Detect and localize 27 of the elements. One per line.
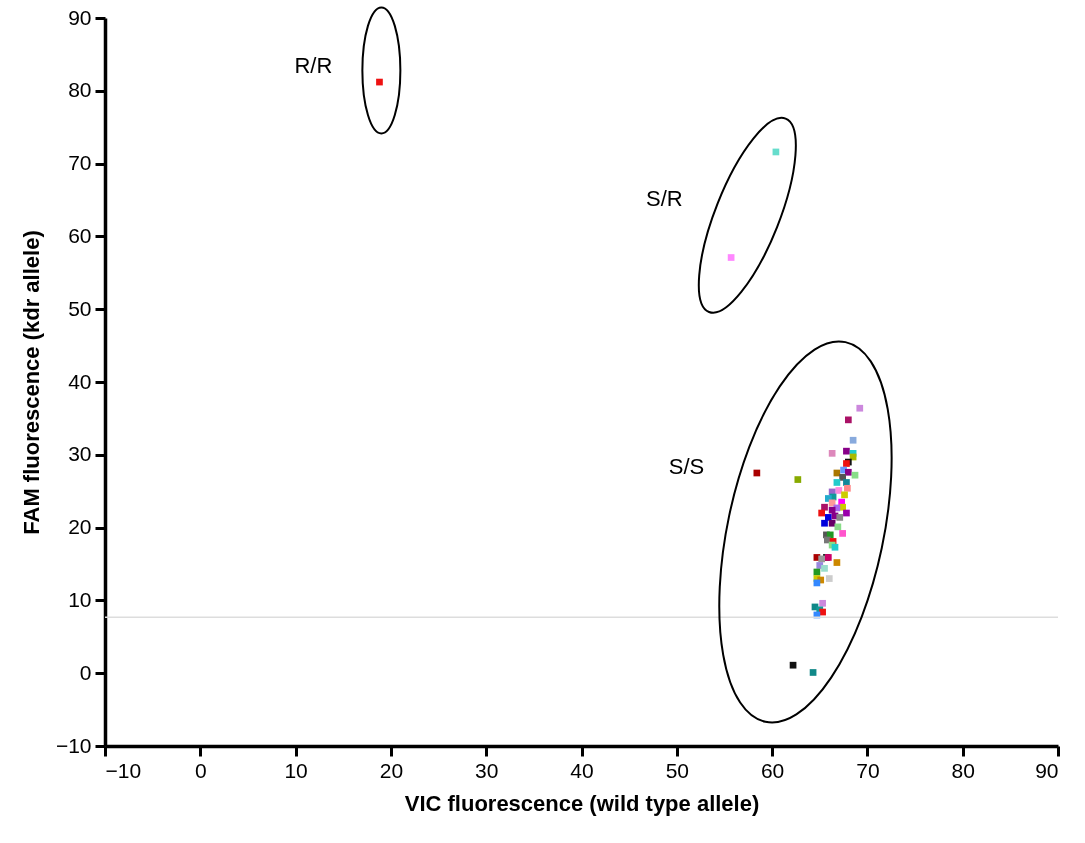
y-axis-title: FAM fluorescence (kdr allele) [18,230,44,535]
y-tick-label: 20 [68,515,92,539]
y-tick-label: 50 [68,296,92,320]
y-tick-label: 70 [68,151,92,175]
x-tick-label: 50 [665,758,689,782]
y-tick-label: 60 [68,223,92,247]
x-tick-label: 90 [1035,758,1059,782]
y-tick-label: 90 [68,5,92,29]
x-tick-label: 20 [379,758,404,782]
annotation: S/S [668,453,705,479]
y-tick-label: 0 [79,660,92,684]
x-tick-label: 80 [951,758,975,782]
annotation: S/R [645,186,683,212]
annotation: R/R [294,53,333,79]
y-tick-label: 80 [68,78,92,102]
x-tick-label: 70 [856,758,880,782]
x-tick-label: 40 [570,758,594,782]
y-tick-label: 30 [68,442,92,466]
x-axis-title: VIC fluorescence (wild type allele) [404,790,760,816]
x-tick-label: −10 [105,758,142,782]
x-tick-label: 10 [284,758,308,782]
x-tick-label: 30 [475,758,499,782]
x-tick-label: 0 [194,758,207,782]
x-tick-label: 60 [760,758,785,782]
y-tick-label: 40 [68,369,92,393]
y-tick-label: −10 [55,733,92,757]
y-tick-label: 10 [68,587,92,611]
